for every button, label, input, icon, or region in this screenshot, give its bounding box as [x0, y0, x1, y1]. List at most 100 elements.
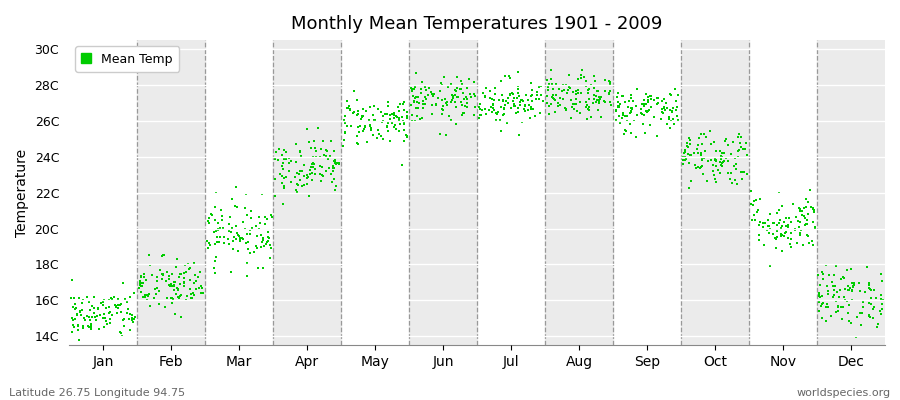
- Point: [770, 234, 784, 240]
- Point: [410, 105, 425, 112]
- Point: [172, 294, 186, 301]
- Point: [328, 158, 343, 164]
- Point: [512, 132, 526, 138]
- Point: [617, 131, 632, 137]
- Point: [569, 91, 583, 98]
- Point: [275, 166, 290, 172]
- Point: [580, 78, 594, 84]
- Point: [359, 108, 374, 114]
- Point: [524, 106, 538, 112]
- Point: [276, 201, 291, 207]
- Point: [277, 185, 292, 191]
- Point: [177, 278, 192, 285]
- Point: [222, 214, 237, 220]
- Point: [591, 94, 606, 100]
- Point: [472, 101, 487, 107]
- Point: [114, 332, 129, 339]
- Point: [545, 94, 560, 101]
- Point: [332, 161, 347, 167]
- Point: [223, 214, 238, 220]
- Point: [324, 170, 338, 177]
- Point: [154, 275, 168, 282]
- Point: [230, 230, 244, 236]
- Point: [497, 106, 511, 112]
- Point: [283, 160, 297, 166]
- Point: [573, 99, 588, 105]
- Point: [217, 240, 231, 246]
- Point: [800, 232, 814, 238]
- Point: [166, 282, 181, 288]
- Point: [863, 286, 878, 292]
- Point: [392, 128, 407, 135]
- Point: [455, 90, 470, 96]
- Point: [861, 313, 876, 319]
- Point: [169, 285, 184, 291]
- Point: [763, 211, 778, 217]
- Point: [81, 323, 95, 329]
- Point: [485, 109, 500, 116]
- Point: [486, 105, 500, 112]
- Point: [819, 303, 833, 310]
- Point: [239, 230, 254, 237]
- Point: [291, 182, 305, 188]
- Point: [827, 292, 842, 298]
- Point: [247, 249, 261, 255]
- Point: [433, 131, 447, 138]
- Point: [241, 246, 256, 252]
- Point: [338, 129, 352, 135]
- Point: [851, 280, 866, 286]
- Point: [569, 88, 583, 95]
- Point: [80, 294, 94, 300]
- Point: [709, 156, 724, 163]
- Point: [95, 314, 110, 321]
- Point: [205, 212, 220, 219]
- Point: [590, 96, 604, 103]
- Point: [829, 297, 843, 304]
- Point: [641, 99, 655, 106]
- Point: [682, 152, 697, 159]
- Point: [608, 116, 623, 123]
- Point: [302, 192, 316, 199]
- Point: [842, 282, 856, 289]
- Point: [792, 231, 806, 238]
- Point: [864, 295, 878, 301]
- Point: [84, 324, 98, 330]
- Point: [388, 122, 402, 129]
- Point: [562, 83, 576, 90]
- Point: [122, 311, 137, 318]
- Point: [752, 196, 767, 202]
- Point: [251, 265, 266, 272]
- Point: [356, 128, 370, 134]
- Point: [540, 92, 554, 99]
- Point: [426, 91, 440, 97]
- Point: [813, 290, 827, 296]
- Point: [582, 106, 597, 113]
- Point: [300, 171, 314, 178]
- Point: [386, 110, 400, 116]
- Point: [838, 296, 852, 303]
- Point: [231, 247, 246, 254]
- Point: [76, 315, 91, 322]
- Point: [758, 220, 772, 226]
- Point: [400, 112, 414, 119]
- Point: [113, 330, 128, 336]
- Point: [781, 215, 796, 221]
- Point: [389, 126, 403, 132]
- Y-axis label: Temperature: Temperature: [15, 149, 29, 237]
- Point: [624, 95, 638, 101]
- Point: [740, 152, 754, 158]
- Point: [274, 152, 289, 158]
- Point: [571, 108, 585, 114]
- Point: [790, 240, 805, 246]
- Point: [374, 132, 388, 139]
- Point: [591, 97, 606, 103]
- Point: [65, 277, 79, 284]
- Point: [404, 102, 419, 108]
- Point: [775, 222, 789, 229]
- Point: [450, 85, 464, 92]
- Point: [510, 94, 525, 101]
- Point: [670, 113, 684, 120]
- Point: [306, 164, 320, 170]
- Point: [215, 212, 230, 219]
- Point: [654, 105, 669, 112]
